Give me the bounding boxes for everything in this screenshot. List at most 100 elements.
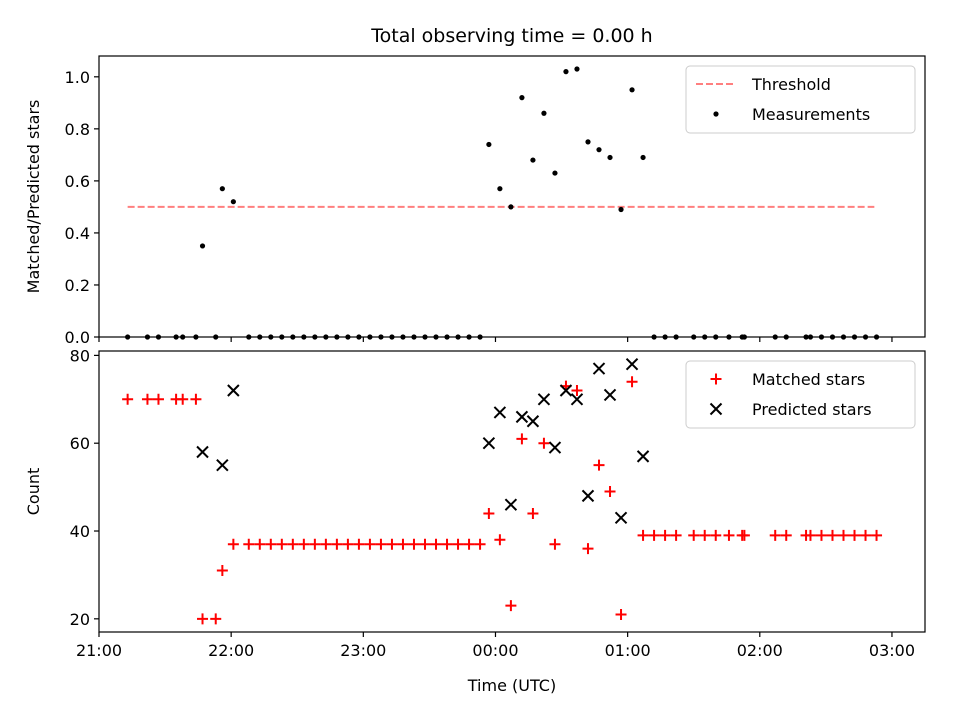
data-point [541, 110, 547, 116]
data-point [375, 538, 387, 550]
data-point [818, 334, 825, 340]
data-point [301, 334, 307, 340]
data-point [860, 529, 872, 541]
data-point [618, 206, 624, 213]
data-point [367, 334, 373, 340]
x-tick-label: 02:00 [737, 641, 783, 660]
data-point [497, 186, 503, 192]
data-point [216, 458, 229, 472]
data-point [629, 87, 635, 93]
data-point [482, 436, 496, 450]
data-point [508, 204, 514, 210]
data-point [219, 186, 225, 192]
y-axis-label: Count [24, 468, 43, 516]
legend-box [685, 360, 916, 429]
data-point [287, 538, 299, 550]
data-point [386, 538, 398, 550]
chart-panel-2: 20 40 60 80 21:00 22:00 23:00 00:00 01:00 02:00 03… [24, 346, 926, 695]
data-point [615, 608, 627, 620]
data-point [723, 529, 735, 541]
x-tick-label: 23:00 [340, 641, 386, 660]
data-point [312, 334, 318, 340]
data-point [515, 410, 529, 424]
legend-label: Threshold [751, 75, 831, 94]
legend-swatch [713, 111, 719, 117]
y-tick-label: 0.0 [65, 328, 90, 347]
data-point [477, 334, 483, 340]
data-point [483, 507, 495, 519]
data-point [265, 538, 277, 550]
data-point [227, 538, 239, 550]
data-point [603, 388, 617, 402]
data-point [702, 334, 708, 340]
data-point [279, 334, 285, 340]
data-point [873, 334, 880, 340]
data-point [397, 538, 409, 550]
data-point [849, 529, 861, 541]
data-point [662, 334, 668, 340]
data-point [268, 334, 274, 340]
data-point [444, 334, 450, 340]
legend: Threshold Measurements [685, 65, 916, 134]
data-point [585, 139, 591, 145]
data-point [604, 486, 616, 497]
data-point [640, 154, 646, 161]
data-point [411, 334, 417, 340]
y-tick-label: 0.2 [65, 276, 90, 295]
data-point [323, 334, 329, 340]
data-point [216, 565, 228, 577]
data-point [815, 529, 827, 541]
data-point [243, 538, 255, 550]
legend-swatch [709, 402, 723, 416]
data-point [530, 157, 536, 163]
data-point [552, 170, 558, 176]
data-point [738, 529, 750, 541]
data-point [548, 441, 562, 454]
data-point [559, 384, 573, 397]
legend-label: Matched stars [752, 370, 865, 389]
data-point [152, 393, 164, 405]
y-tick-label: 60 [70, 434, 90, 453]
data-point [141, 393, 153, 405]
legend: Matched stars Predicted stars [685, 360, 916, 429]
data-point [334, 334, 340, 340]
data-point [213, 334, 219, 340]
data-point [144, 334, 151, 340]
data-point [364, 538, 376, 550]
data-point [862, 334, 869, 340]
data-point [780, 529, 792, 541]
data-point [199, 243, 206, 249]
data-point [298, 538, 310, 550]
data-point [345, 334, 351, 340]
data-point [526, 415, 540, 428]
data-point [466, 334, 472, 340]
data-point [772, 334, 778, 340]
data-point [331, 538, 343, 550]
data-point [626, 376, 638, 388]
data-point [563, 69, 569, 75]
data-point [504, 498, 518, 511]
data-point [651, 334, 657, 340]
chart-panels: 0.0 0.2 0.4 0.6 0.8 1.0 Matched/Predicted star… [24, 55, 926, 695]
data-point [783, 334, 789, 340]
data-point [342, 538, 354, 550]
data-point [838, 529, 850, 541]
data-point [177, 393, 189, 405]
data-point [320, 538, 332, 550]
data-point [593, 459, 605, 471]
data-point [173, 334, 179, 340]
x-axis-label: Time (UTC) [467, 676, 556, 695]
legend-swatch [710, 373, 722, 385]
data-point [193, 334, 199, 340]
data-point [408, 538, 420, 550]
data-point [422, 334, 428, 340]
data-point [871, 529, 883, 541]
data-point [433, 334, 439, 340]
data-point [505, 600, 517, 612]
data-point [246, 334, 252, 340]
data-point [537, 393, 551, 406]
data-point [309, 538, 321, 550]
x-tick-label: 01:00 [605, 641, 651, 660]
data-point [549, 538, 561, 550]
x-tick-label: 00:00 [472, 641, 518, 660]
